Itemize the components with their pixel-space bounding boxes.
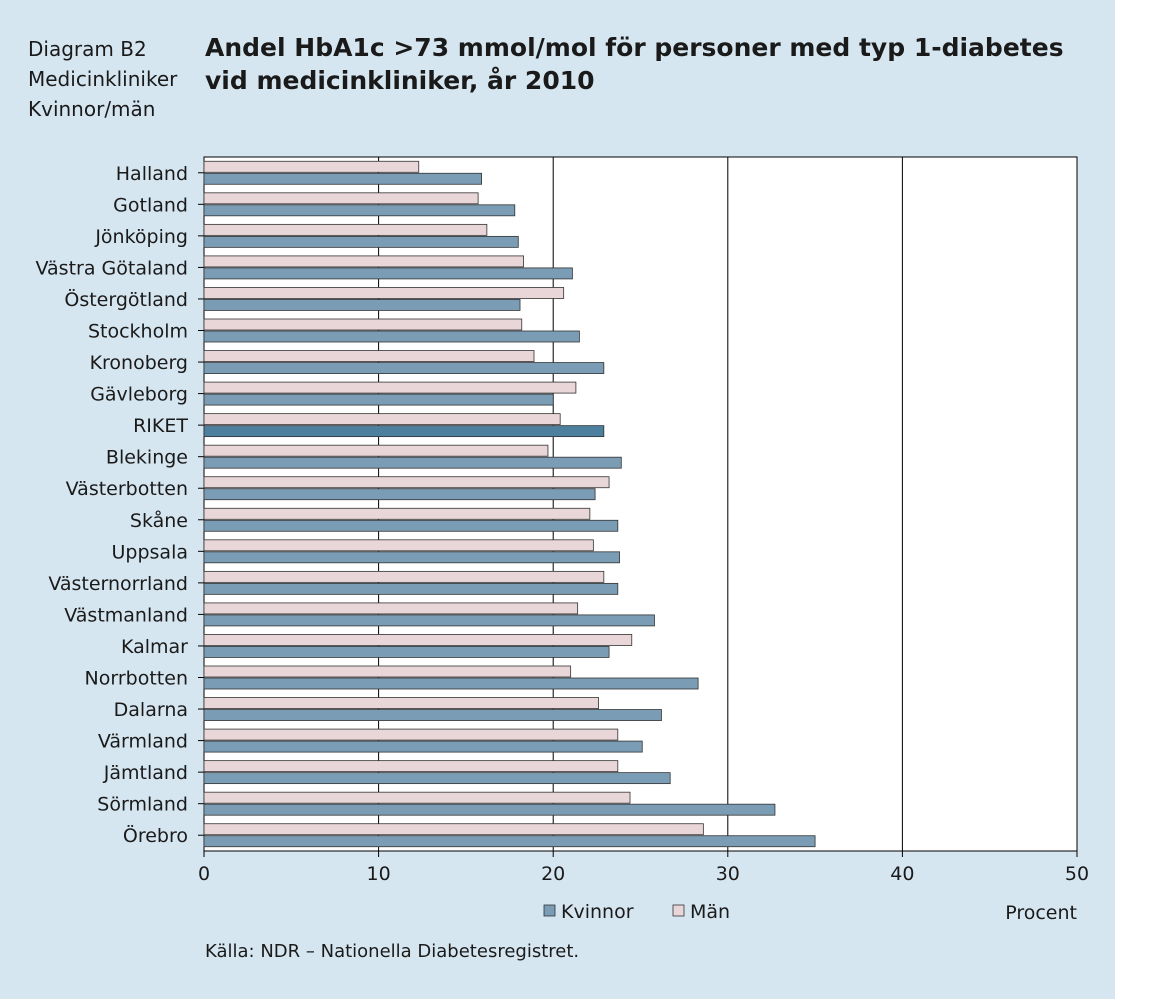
bar-chart: 0 10 20 30 40 50 Halland Gotland Jönköping Västra…: [36, 156, 1089, 924]
y-category-label: Gotland: [113, 194, 188, 216]
y-category-label: Västra Götaland: [36, 257, 188, 279]
y-category-label: Sörmland: [97, 794, 188, 816]
x-tick-label: 50: [1065, 863, 1089, 885]
x-tick-label: 10: [367, 863, 391, 885]
y-category-label: Blekinge: [106, 447, 188, 469]
bar-man: [203, 570, 605, 583]
bar-kvinnor: [203, 299, 521, 311]
bar-man: [203, 728, 619, 741]
bar-kvinnor: [203, 677, 699, 690]
y-category-label: Uppsala: [112, 541, 189, 563]
y-category-label: Jämtland: [103, 762, 188, 784]
bar-kvinnor: [203, 267, 573, 280]
bar-man: [203, 760, 619, 773]
x-tick-label: 30: [716, 863, 740, 885]
bar-kvinnor: [203, 330, 580, 343]
bar-kvinnor: [203, 551, 620, 564]
source-note: Källa: NDR – Nationella Diabetesregistre…: [205, 941, 580, 962]
y-category-label: Gävleborg: [90, 384, 188, 406]
bar-man: [203, 444, 549, 457]
legend-label-kvinnor: Kvinnor: [561, 901, 634, 923]
bar-man: [203, 823, 704, 836]
y-category-label: Kronoberg: [90, 352, 188, 374]
bar-kvinnor: [203, 614, 655, 627]
bar-kvinnor: [203, 740, 643, 753]
y-category-label: Västmanland: [64, 604, 188, 626]
bar-kvinnor: [203, 425, 605, 438]
y-category-label: Jönköping: [94, 226, 188, 248]
y-category-label: Östergötland: [64, 288, 188, 311]
y-category-label: Kalmar: [121, 636, 188, 658]
chart-title-line2: vid medicinkliniker, år 2010: [205, 66, 595, 95]
x-tick-label: 0: [198, 863, 210, 885]
y-category-label: Skåne: [130, 509, 188, 532]
bar-man: [203, 791, 631, 804]
bar-kvinnor: [203, 835, 816, 848]
bar-kvinnor: [203, 772, 671, 785]
y-category-label: Halland: [116, 163, 188, 185]
diagram-number: Diagram B2: [28, 37, 147, 61]
y-category-label: Västernorrland: [48, 573, 188, 595]
bar-kvinnor: [203, 582, 619, 595]
x-axis-label: Procent: [1005, 902, 1077, 924]
bar-kvinnor: [203, 803, 776, 816]
y-category-label: RIKET: [133, 415, 188, 437]
legend-label-man: Män: [690, 901, 730, 923]
bar-man: [203, 255, 524, 268]
bar-kvinnor: [203, 393, 554, 406]
bar-man: [203, 350, 535, 362]
legend-swatch-kvinnor: [543, 904, 556, 917]
bar-man: [203, 665, 572, 678]
bar-kvinnor: [203, 646, 610, 658]
bar-kvinnor: [203, 362, 605, 374]
chart-title: Andel HbA1c >73 mmol/mol för personer me…: [205, 31, 1064, 97]
bar-man: [203, 697, 599, 709]
bar-man: [203, 507, 591, 520]
bar-man: [203, 476, 610, 489]
bar-man: [203, 160, 420, 173]
bar-kvinnor: [203, 235, 519, 248]
bar-kvinnor: [203, 519, 619, 532]
bar-man: [203, 192, 479, 205]
bar-man: [203, 287, 565, 299]
bar-kvinnor: [203, 456, 622, 469]
legend-swatch-man: [672, 904, 685, 917]
diagram-caption: Diagram B2 Medicinkliniker Kvinnor/män: [28, 34, 177, 124]
y-category-label: Dalarna: [114, 699, 188, 721]
y-category-label: Stockholm: [88, 321, 188, 343]
y-category-label: Örebro: [123, 824, 188, 847]
diagram-gender: Kvinnor/män: [28, 97, 156, 121]
bar-kvinnor: [203, 709, 662, 721]
bar-kvinnor: [203, 172, 483, 185]
y-category-label: Värmland: [98, 731, 188, 753]
chart-title-line1: Andel HbA1c >73 mmol/mol för personer me…: [205, 33, 1064, 62]
bar-man: [203, 223, 488, 236]
bar-man: [203, 539, 594, 552]
bar-kvinnor: [203, 204, 516, 217]
x-tick-label: 40: [890, 863, 914, 885]
bar-man: [203, 602, 579, 615]
y-category-label: Norrbotten: [85, 668, 188, 690]
bar-man: [203, 318, 523, 331]
bar-man: [203, 381, 577, 394]
bar-kvinnor: [203, 488, 596, 501]
diagram-category: Medicinkliniker: [28, 67, 178, 91]
y-category-label: Västerbotten: [66, 478, 188, 500]
bar-man: [203, 634, 633, 646]
x-tick-label: 20: [541, 863, 565, 885]
bar-man: [203, 413, 561, 426]
